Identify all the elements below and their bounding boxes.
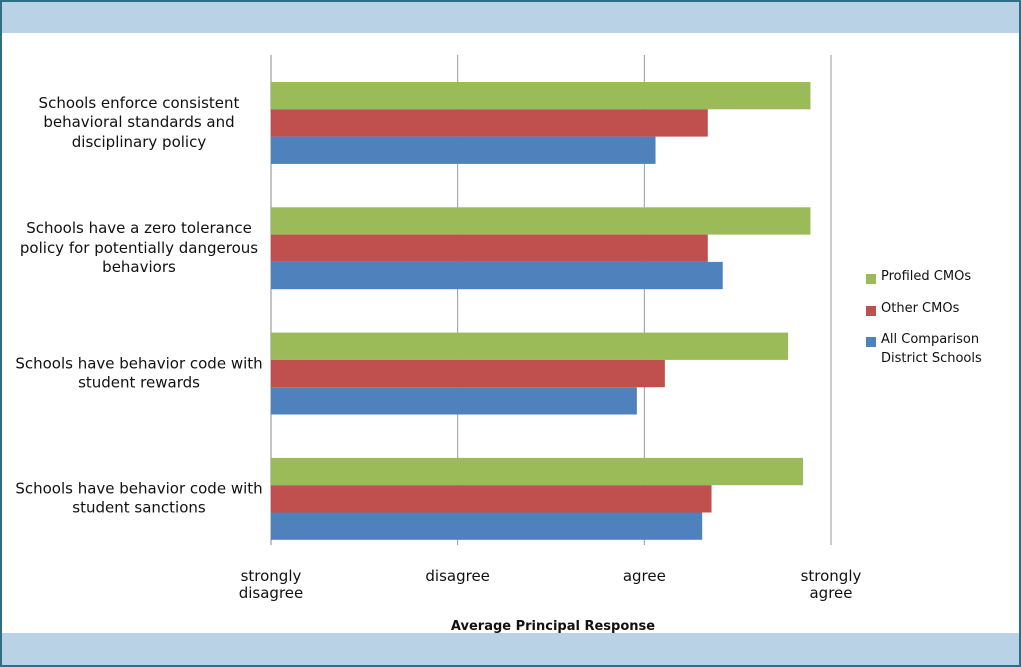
legend-swatch [866, 337, 876, 347]
bar [271, 261, 723, 290]
category-label: Schools enforce consistent behavioral st… [38, 93, 240, 151]
bar [271, 109, 708, 137]
bar [271, 359, 665, 388]
header-band [2, 2, 1019, 33]
bar [271, 485, 712, 513]
x-axis-label: Average Principal Response [450, 619, 656, 634]
bar [271, 387, 637, 415]
legend-swatch [866, 274, 876, 284]
x-tick-label: disagree [425, 567, 490, 585]
bar [271, 207, 811, 235]
bar [271, 457, 803, 486]
bar [271, 512, 703, 540]
legend-label: Profiled CMOs [881, 269, 972, 284]
category-label: Schools have a zero tolerance policy for… [19, 219, 259, 276]
legend-label: All Comparison District Schools [881, 332, 982, 366]
footer-band [2, 633, 1019, 665]
bar [271, 136, 656, 164]
category-label: Schools have behavior code with student … [15, 354, 263, 392]
x-tick-label: agree [622, 567, 666, 585]
bar [271, 82, 811, 110]
x-tick-label: strongly disagree [238, 567, 304, 603]
legend-swatch [866, 305, 876, 316]
x-tick-label: strongly agree [800, 567, 862, 603]
bar [271, 332, 789, 360]
legend-label: Other CMOs [881, 300, 960, 316]
category-label: Schools have behavior code with student … [15, 479, 263, 517]
bar [271, 234, 708, 262]
